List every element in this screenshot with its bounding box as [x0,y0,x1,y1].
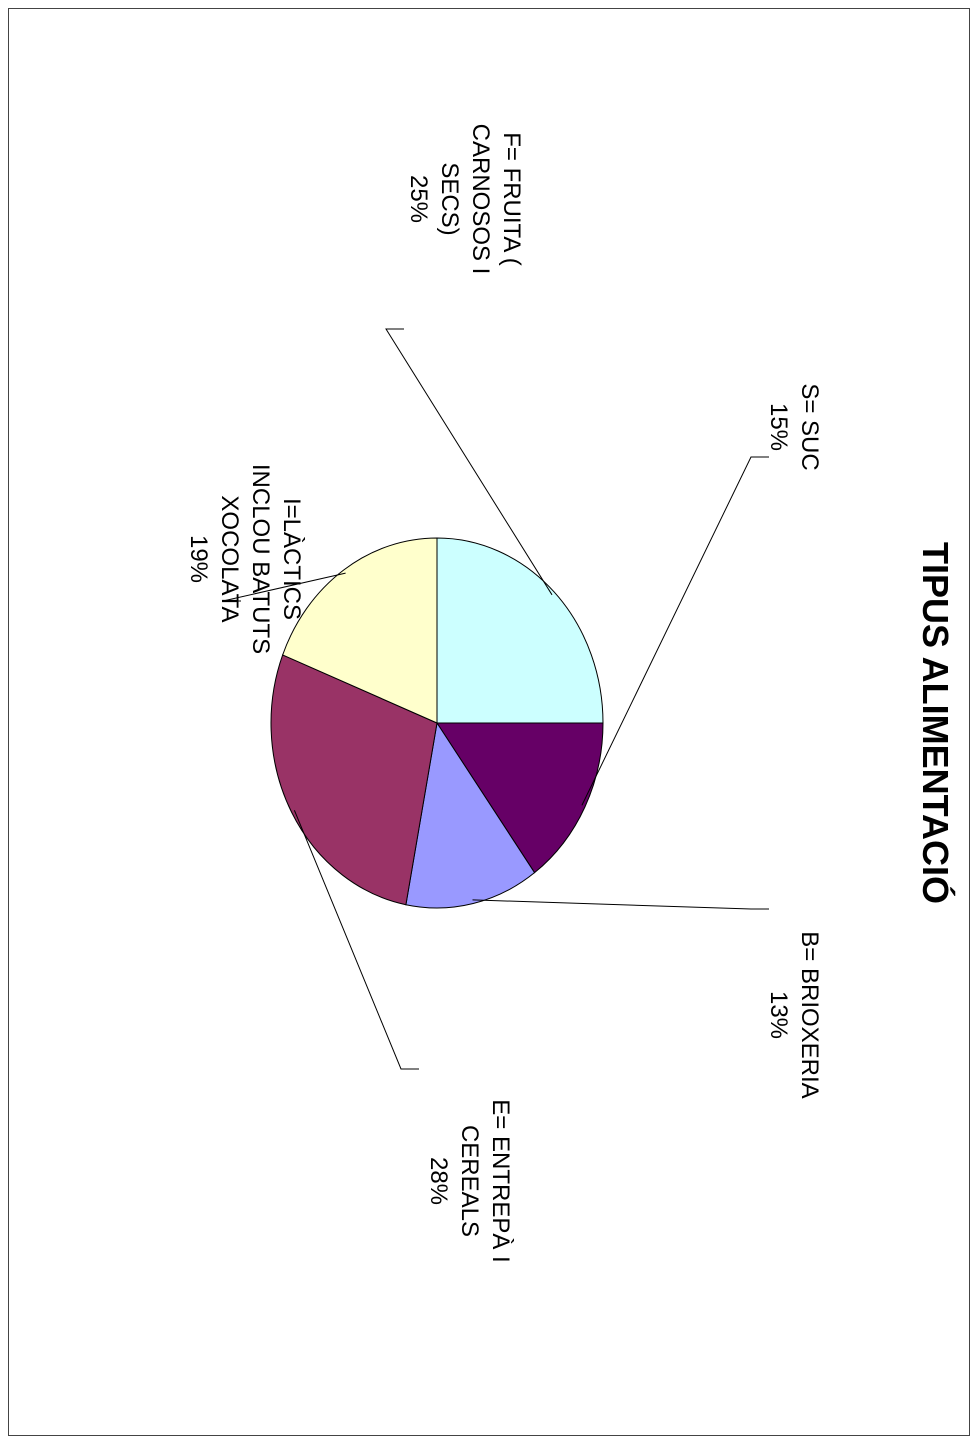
slice-label-line: 13% [765,991,792,1039]
leader-line-lactics [222,572,346,602]
chart-title: TIPUS ALIMENTACIÓ [915,542,957,904]
leader-line-brioxeria [472,899,769,910]
slice-label-line: 28% [425,1157,452,1205]
slice-label-entrepa: E= ENTREPÀ ICEREALS28% [425,1099,514,1262]
slice-label-line: E= ENTREPÀ I [487,1099,514,1262]
pie-slice-entrepa [270,654,438,906]
slice-label-lactics: I=LÀCTICSINCLOU BATUTSXOCOLATA19% [185,464,305,654]
slice-label-line: SECS) [436,162,463,235]
pie-slice-brioxeria [405,721,536,909]
slice-label-line: INCLOU BATUTS [247,464,274,654]
slice-label-fruita: F= FRUITA (CARNOSOS ISECS)25% [405,124,525,275]
pie-chart: TIPUS ALIMENTACIÓ S= SUC15%B= BRIOXERIA1… [185,124,957,1263]
pie-slice-suc [436,722,604,874]
slice-label-line: 19% [185,535,212,583]
leader-line-fruita [385,328,553,596]
slice-label-line: I=LÀCTICS [278,498,305,620]
pie-slices [270,537,604,909]
pie-slice-lactics [282,537,438,724]
slice-label-line: 15% [765,403,792,451]
slice-label-line: F= FRUITA ( [498,132,525,266]
leader-line-entrepa [293,810,419,1070]
slice-label-line: CARNOSOS I [467,124,494,275]
slice-label-line: B= BRIOXERIA [796,931,823,1098]
slice-label-line: S= SUC [796,383,823,470]
slice-label-suc: S= SUC15% [765,383,823,470]
slice-label-line: XOCOLATA [216,495,243,622]
slice-labels: S= SUC15% B= BRIOXERIA13% E= ENTREPÀ ICERE… [185,124,823,1263]
slice-label-brioxeria: B= BRIOXERIA13% [765,931,823,1098]
slice-label-line: 25% [405,175,432,223]
slice-label-line: CEREALS [456,1125,483,1237]
chart-frame: TIPUS ALIMENTACIÓ S= SUC15% B= BRIOXERIA1… [8,8,970,1436]
leader-lines [222,328,769,1070]
pie-slice-fruita [436,537,604,724]
leader-line-suc [581,456,769,806]
